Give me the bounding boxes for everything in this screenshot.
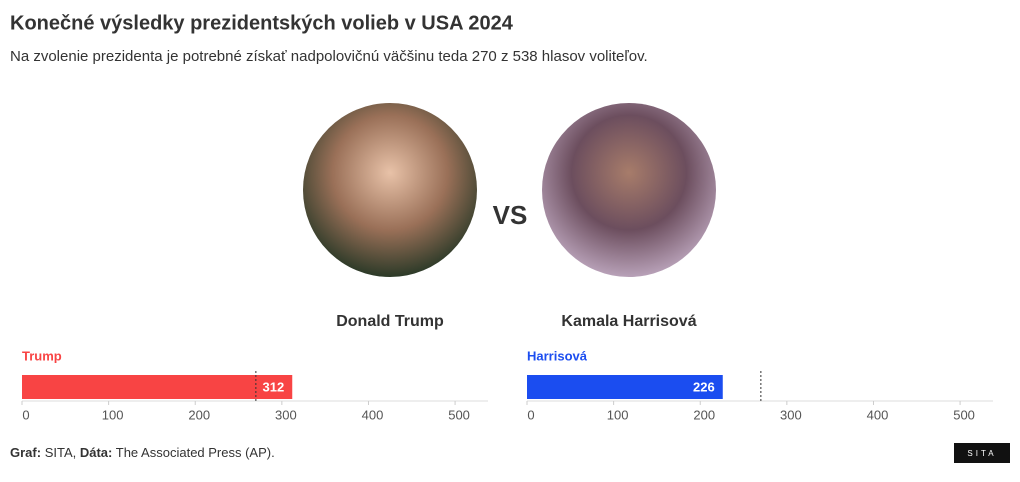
photo-trump bbox=[303, 103, 477, 277]
versus: VS bbox=[493, 200, 528, 230]
series-label: Trump bbox=[22, 348, 62, 363]
x-tick-label: 500 bbox=[448, 407, 470, 422]
bar bbox=[527, 375, 723, 399]
x-tick-label: 500 bbox=[953, 407, 975, 422]
x-tick-label: 400 bbox=[867, 407, 889, 422]
title: Konečné výsledky prezidentských volieb v… bbox=[10, 12, 514, 34]
value-label: 312 bbox=[263, 379, 285, 394]
x-tick-label: 300 bbox=[275, 407, 297, 422]
candidate-name: Donald Trump bbox=[336, 313, 444, 330]
x-tick-label: 200 bbox=[693, 407, 715, 422]
x-tick-label: 300 bbox=[780, 407, 802, 422]
bar bbox=[22, 375, 293, 399]
value-label: 226 bbox=[693, 379, 715, 394]
x-tick-label: 200 bbox=[188, 407, 210, 422]
photo-harris bbox=[542, 103, 716, 277]
footer-text: SITA, bbox=[45, 445, 77, 460]
footer: Graf: SITA, Dáta: The Associated Press (… bbox=[10, 445, 275, 460]
x-tick-label: 100 bbox=[607, 407, 629, 422]
x-tick-label: 0 bbox=[527, 407, 534, 422]
series-label: Harrisová bbox=[527, 348, 588, 363]
candidate-name: Kamala Harrisová bbox=[561, 313, 696, 330]
footer-label: Dáta: bbox=[80, 445, 113, 460]
footer-text: The Associated Press (AP). bbox=[116, 445, 275, 460]
x-tick-label: 100 bbox=[102, 407, 124, 422]
footer-label: Graf: bbox=[10, 445, 41, 460]
x-tick-label: 400 bbox=[362, 407, 384, 422]
x-tick-label: 0 bbox=[22, 407, 29, 422]
logo-box bbox=[954, 443, 1010, 463]
logo: SITA bbox=[967, 449, 996, 458]
subtitle: Na zvolenie prezidenta je potrebné získa… bbox=[10, 48, 648, 65]
